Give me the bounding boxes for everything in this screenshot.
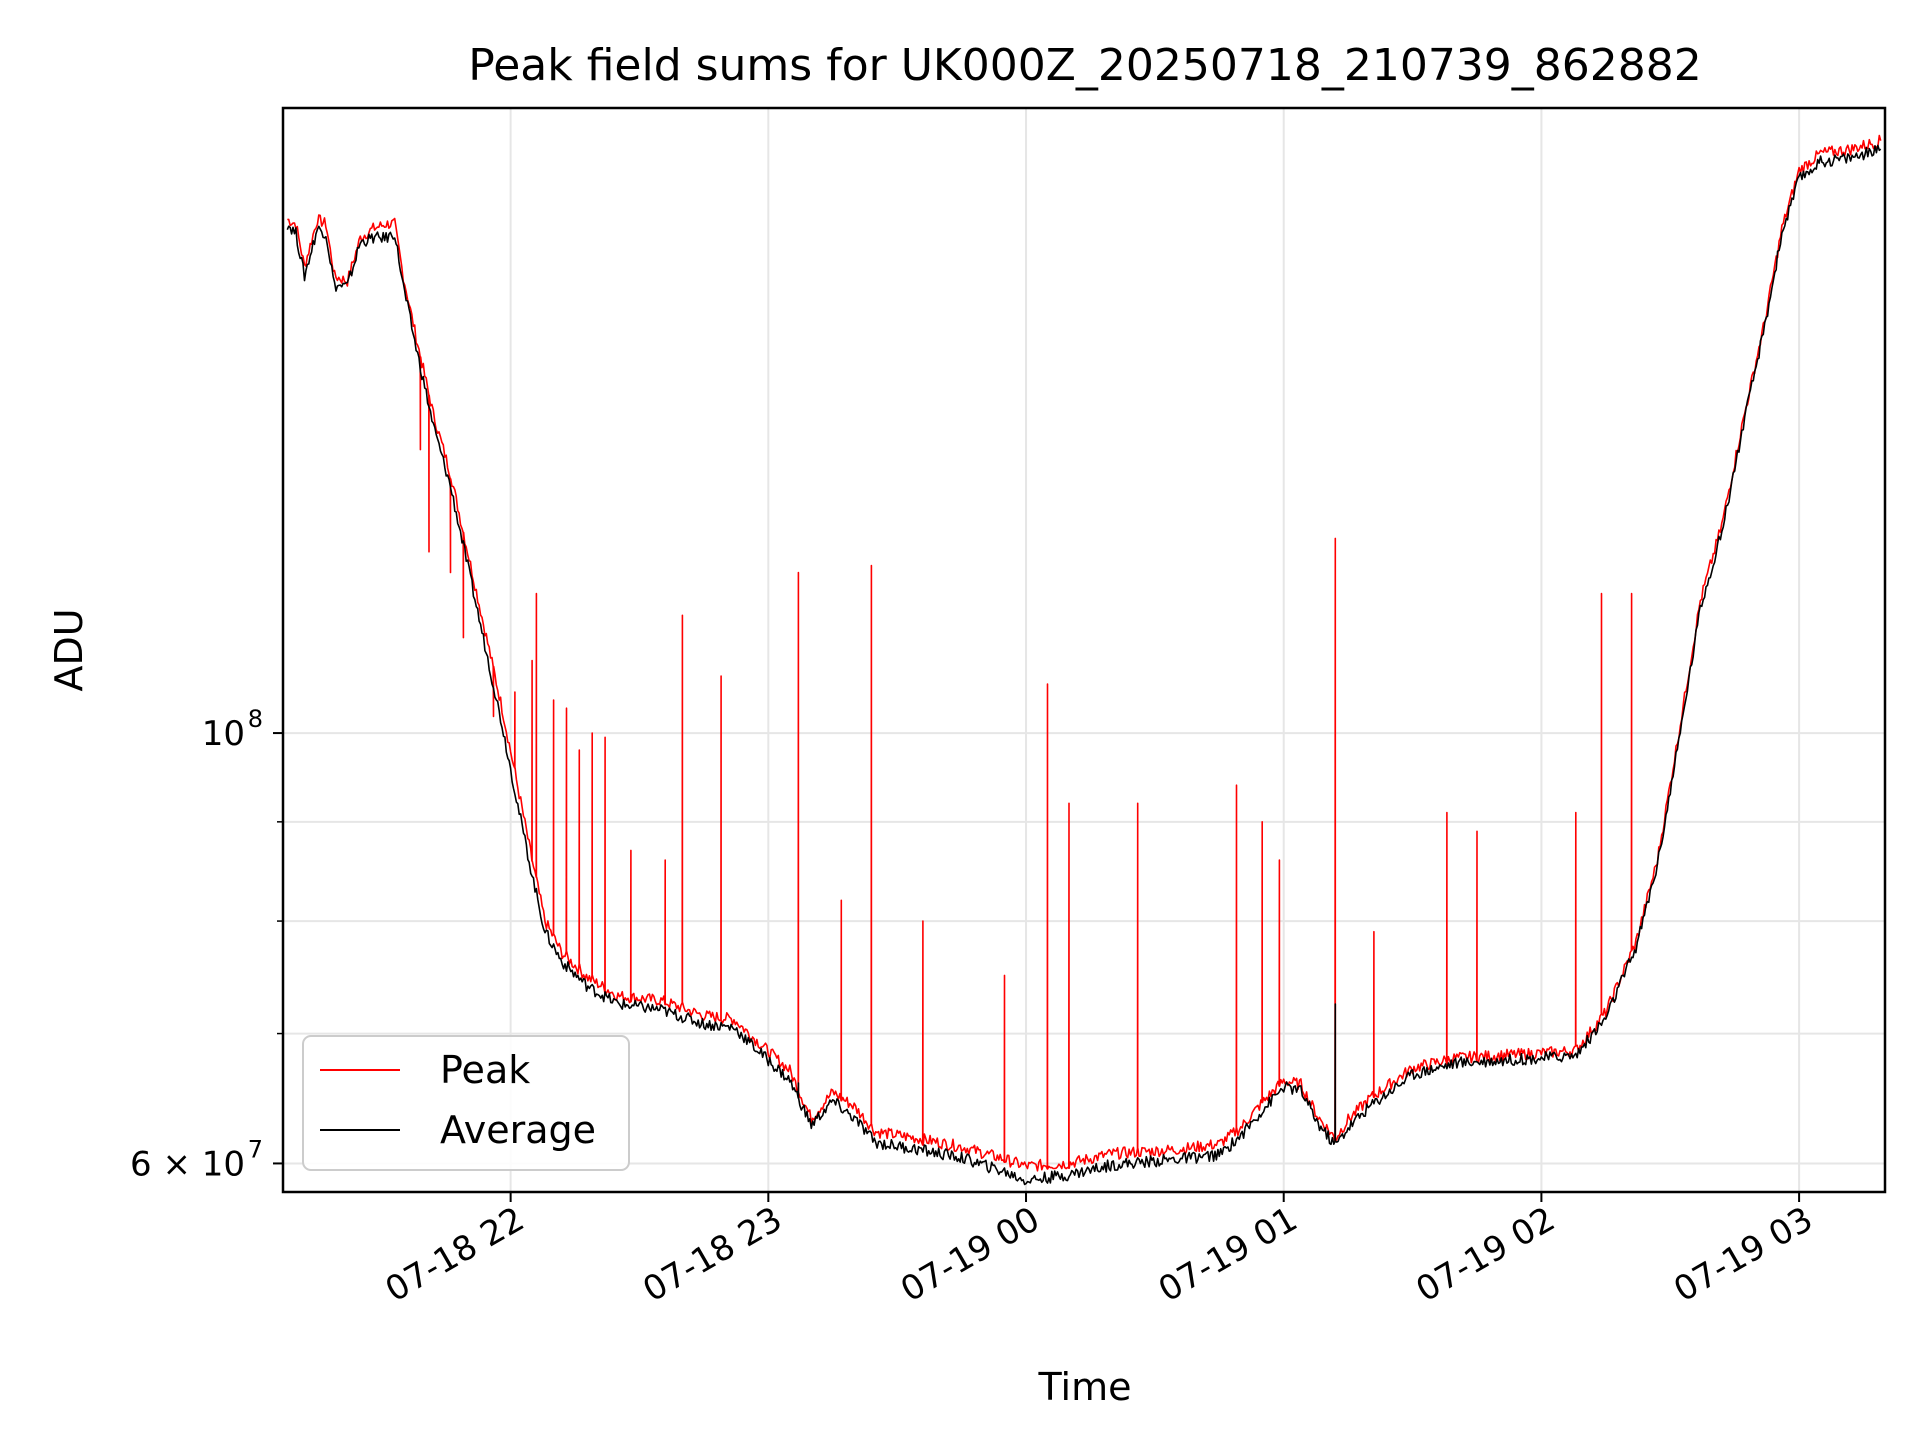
plot-frame	[281, 106, 1887, 1194]
y-tick-base: 6 × 10	[130, 1144, 245, 1184]
legend: Peak Average	[302, 1035, 630, 1171]
x-tick-label: 07-18 22	[379, 1199, 531, 1310]
y-tick-exponent: 7	[248, 1135, 263, 1163]
x-tick-label: 07-19 03	[1667, 1199, 1819, 1310]
series-line-peak	[287, 134, 1882, 1172]
series-line-average	[286, 144, 1882, 1186]
x-tick-label: 07-19 00	[894, 1199, 1046, 1310]
y-tick-label: 6 × 10	[130, 1144, 245, 1184]
x-tick-label: 07-19 01	[1152, 1199, 1304, 1310]
grid	[283, 108, 1885, 1192]
x-tick-label: 07-19 02	[1410, 1199, 1562, 1310]
series-layer	[286, 134, 1882, 1186]
x-tick-label: 07-18 23	[636, 1199, 788, 1310]
legend-label-average: Average	[440, 1108, 596, 1152]
y-tick-base: 10	[202, 714, 245, 754]
y-tick-label: 10	[202, 714, 245, 754]
y-axis-label: ADU	[47, 608, 91, 691]
axis-ticks: 07-18 22 07-18 23 07-19 00 07-19 01 07-19 02…	[130, 705, 1820, 1310]
x-axis-label: Time	[1038, 1365, 1132, 1409]
chart-title: Peak field sums for UK000Z_20250718_2107…	[468, 40, 1702, 91]
y-tick-exponent: 8	[248, 705, 263, 733]
legend-label-peak: Peak	[440, 1048, 530, 1092]
